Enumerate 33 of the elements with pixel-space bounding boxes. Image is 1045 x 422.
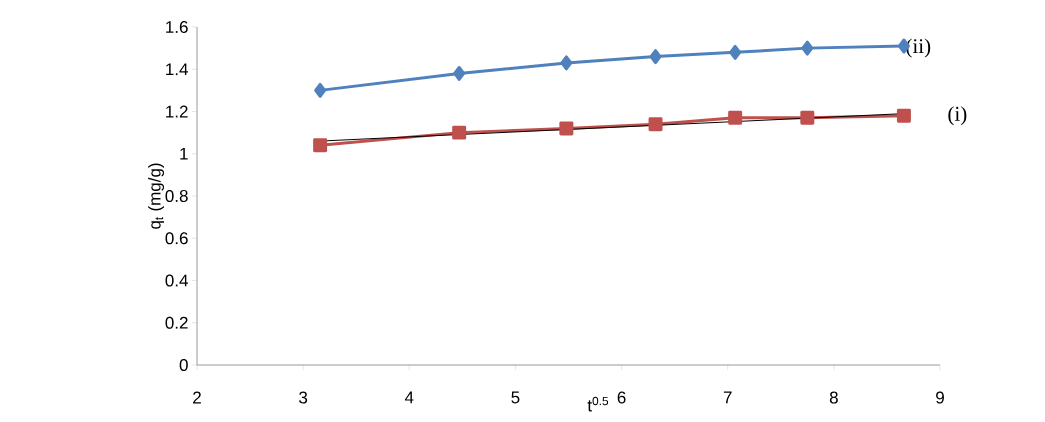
x-tick-label: 5 — [511, 391, 520, 404]
x-tick-label: 6 — [617, 391, 626, 404]
x-tick-label: 9 — [936, 391, 944, 404]
y-tick-label: 1.6 — [166, 20, 188, 34]
x-tick-label: 7 — [723, 391, 732, 404]
point — [313, 138, 328, 153]
point — [559, 121, 574, 136]
point — [800, 110, 815, 125]
point — [729, 44, 742, 60]
point — [452, 125, 467, 140]
x-tick-label: 8 — [829, 391, 838, 404]
x-tick-label: 3 — [299, 391, 308, 404]
point — [801, 40, 814, 56]
y-tick-label: 1 — [180, 147, 188, 160]
y-tick-label: 0 — [179, 358, 188, 372]
point — [896, 108, 911, 123]
y-axis-title: q$_{t}$ (mg/g) — [148, 163, 165, 229]
y-tick-label: 1.4 — [166, 63, 188, 76]
x-axis-title: t$^{0.5}$ — [587, 396, 609, 412]
y-tick-label: 1.2 — [166, 105, 188, 118]
point — [649, 49, 662, 65]
point — [728, 110, 743, 125]
point — [560, 55, 573, 71]
y-tick-label: 0.6 — [165, 232, 188, 245]
point — [648, 117, 663, 132]
point — [314, 82, 327, 98]
y-tick-label: 0.2 — [165, 316, 188, 329]
series-label: (i) — [948, 106, 967, 126]
x-tick-label: 2 — [193, 391, 201, 404]
x-tick-label: 4 — [404, 391, 414, 404]
point — [453, 65, 466, 81]
y-tick-label: 0.8 — [165, 189, 188, 203]
y-tick-label: 0.4 — [165, 274, 188, 287]
